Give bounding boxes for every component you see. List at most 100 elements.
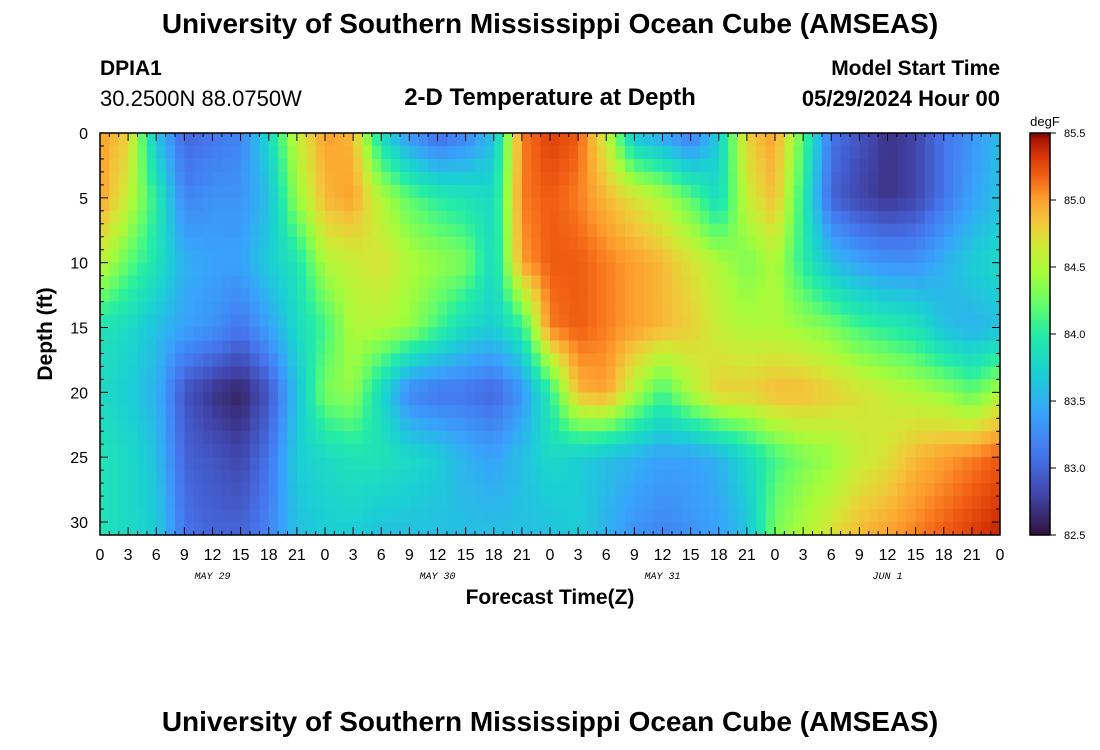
heatmap-cell [971,184,982,199]
heatmap-cell [250,522,260,535]
heatmap-cell [578,145,589,160]
heatmap-cell [437,470,448,484]
heatmap-cell [568,158,579,173]
heatmap-cell [756,275,767,290]
heatmap-cell [381,210,392,225]
heatmap-cell [943,301,954,316]
heatmap-cell [915,145,926,160]
heatmap-cell [193,301,204,316]
heatmap-cell [381,327,392,342]
heatmap-cell [287,210,298,225]
heatmap-cell [962,133,973,147]
heatmap-cell [596,444,607,458]
heatmap-cell [343,145,354,160]
heatmap-cell [878,210,889,225]
heatmap-cell [878,496,889,510]
heatmap-cell [493,145,504,160]
heatmap-cell [165,171,176,186]
heatmap-cell [643,457,654,471]
heatmap-cell [428,483,439,497]
heatmap-cell [700,171,710,186]
heatmap-cell [887,184,898,199]
heatmap-cell [118,431,129,445]
heatmap-cell [437,158,448,173]
heatmap-cell [625,457,635,471]
heatmap-cell [428,184,439,199]
heatmap-cell [484,236,495,251]
heatmap-cell [259,223,270,238]
heatmap-cell [634,210,645,225]
heatmap-cell [315,470,326,484]
heatmap-cell [315,158,326,173]
heatmap-cell [137,210,148,225]
heatmap-cell [493,158,504,173]
heatmap-cell [615,327,626,342]
heatmap-cell [868,457,879,471]
heatmap-cell [475,145,485,160]
heatmap-cell [287,405,298,419]
heatmap-cell [718,133,729,147]
heatmap-cell [803,353,814,368]
heatmap-cell [353,210,364,225]
heatmap-cell [840,522,851,535]
heatmap-cell [484,405,495,419]
heatmap-cell [409,405,420,419]
heatmap-cell [709,301,720,316]
heatmap-cell [296,353,307,368]
heatmap-cell [859,327,870,342]
heatmap-cell [840,496,851,510]
heatmap-cell [943,444,954,458]
heatmap-cell [878,223,889,238]
heatmap-cell [296,522,307,535]
heatmap-cell [493,353,504,368]
heatmap-cell [578,418,589,432]
heatmap-cell [746,275,757,290]
heatmap-cell [793,236,804,251]
heatmap-cell [175,496,185,510]
heatmap-cell [409,236,420,251]
heatmap-cell [118,236,129,251]
heatmap-cell [512,288,523,303]
heatmap-cell [690,353,701,368]
heatmap-cell [531,496,542,510]
heatmap-cell [662,197,673,212]
heatmap-cell [671,353,682,368]
heatmap-cell [943,405,954,419]
heatmap-cell [821,158,832,173]
heatmap-cell [775,379,785,393]
heatmap-cell [906,327,917,342]
heatmap-cell [521,223,532,238]
heatmap-cell [793,133,804,147]
heatmap-cell [456,288,467,303]
heatmap-cell [287,184,298,199]
heatmap-cell [756,184,767,199]
heatmap-cell [700,210,710,225]
heatmap-cell [709,405,720,419]
heatmap-cell [915,379,926,393]
heatmap-cell [709,223,720,238]
heatmap-cell [334,483,345,497]
heatmap-cell [671,133,682,147]
heatmap-cell [625,366,635,380]
heatmap-cell [118,457,129,471]
heatmap-cell [803,197,814,212]
heatmap-cell [568,496,579,510]
heatmap-cell [803,340,814,355]
heatmap-cell [550,249,560,264]
heatmap-cell [709,145,720,160]
heatmap-cell [634,444,645,458]
heatmap-cell [990,457,1000,471]
heatmap-cell [146,444,157,458]
heatmap-cell [400,327,410,342]
heatmap-cell [409,496,420,510]
heatmap-cell [175,171,185,186]
heatmap-cell [343,236,354,251]
heatmap-cell [765,327,776,342]
heatmap-cell [718,158,729,173]
heatmap-cell [456,275,467,290]
heatmap-cell [840,223,851,238]
heatmap-cell [531,327,542,342]
heatmap-cell [268,444,279,458]
heatmap-cell [296,431,307,445]
heatmap-cell [390,184,401,199]
